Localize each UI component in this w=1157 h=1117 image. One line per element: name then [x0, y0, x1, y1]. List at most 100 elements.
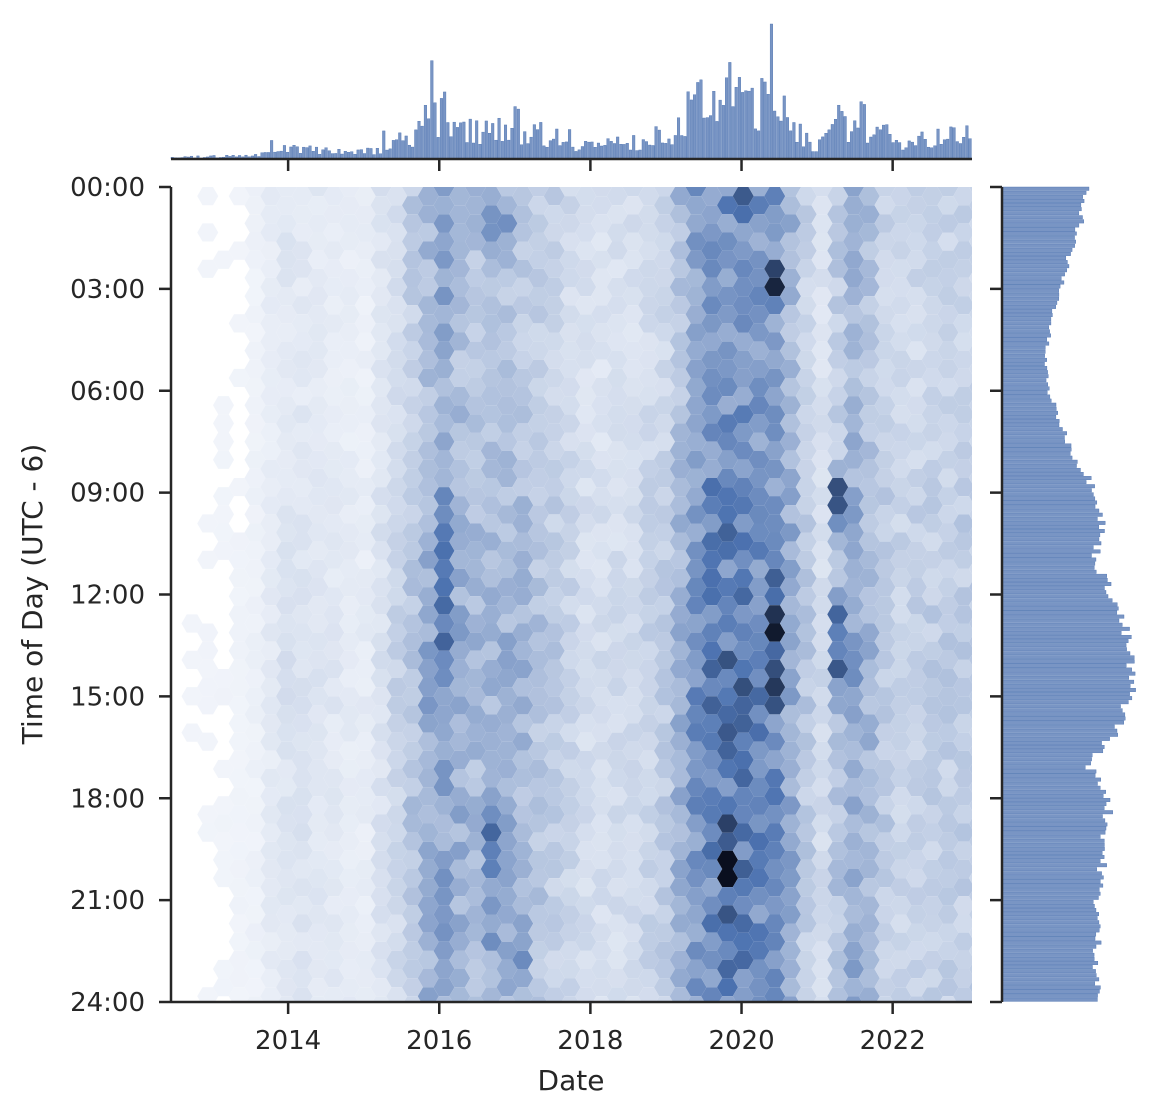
- hex-bin: [575, 568, 597, 588]
- hex-bin: [795, 896, 817, 915]
- hex-bin: [559, 614, 581, 633]
- hex-bin: [701, 496, 723, 515]
- top-hist-bar: [628, 149, 632, 160]
- hex-bin: [811, 705, 833, 724]
- hex-bin: [638, 550, 660, 569]
- right-hist-bar: [1001, 378, 1047, 383]
- hex-bin: [575, 223, 597, 242]
- hex-bin: [638, 187, 660, 206]
- hex-bin: [323, 714, 345, 733]
- hex-bin: [669, 859, 691, 879]
- hex-bin: [638, 477, 660, 497]
- hex-bin: [874, 759, 896, 779]
- hex-bin: [575, 696, 597, 715]
- hex-bin: [528, 305, 549, 324]
- hex-bin: [496, 668, 518, 688]
- hex-bin: [496, 305, 518, 324]
- hex-bin: [890, 405, 912, 424]
- hex-bin: [323, 932, 345, 951]
- hex-bin: [449, 205, 471, 224]
- hex-bin: [512, 969, 534, 988]
- hex-bin: [575, 241, 597, 260]
- hex-bin: [624, 996, 642, 1002]
- hex-bin: [307, 487, 329, 506]
- right-hist-bar: [1001, 606, 1119, 611]
- hex-bin: [906, 959, 927, 979]
- hex-bin: [669, 969, 691, 988]
- hex-bin: [764, 932, 786, 951]
- hex-bin: [370, 978, 392, 997]
- hex-bin: [638, 714, 660, 733]
- hex-bin: [874, 450, 896, 469]
- hex-bin: [543, 423, 565, 442]
- hex-bin: [906, 832, 927, 851]
- hex-bin: [417, 768, 439, 788]
- hex-bin: [245, 160, 266, 178]
- hex-bin: [890, 423, 912, 442]
- hex-bin: [748, 741, 770, 760]
- hex-bin: [575, 841, 597, 860]
- hex-bin: [370, 377, 392, 397]
- right-hist-bar: [1001, 977, 1100, 982]
- hex-bin: [339, 650, 360, 669]
- hex-bin: [764, 896, 786, 915]
- right-hist-bar: [1001, 948, 1093, 953]
- right-hist-bar: [1001, 190, 1087, 195]
- hex-bin: [591, 705, 612, 724]
- hex-bin: [906, 814, 927, 833]
- hex-bin: [701, 932, 723, 951]
- hex-bin: [307, 923, 329, 942]
- hex-bin: [795, 714, 817, 733]
- hex-bin: [937, 559, 959, 579]
- hex-bin: [953, 859, 972, 879]
- hex-bin: [622, 432, 644, 451]
- hex-bin: [339, 978, 360, 997]
- top-hist-bar: [785, 117, 789, 160]
- hex-bin: [921, 659, 943, 679]
- hex-bin: [890, 841, 912, 860]
- hex-bin: [370, 232, 392, 251]
- hex-bin: [969, 290, 972, 302]
- hex-bin: [543, 787, 565, 806]
- hex-bin: [307, 414, 329, 433]
- hex-bin: [717, 559, 738, 579]
- hex-bin: [292, 169, 313, 187]
- hex-bin: [591, 978, 612, 997]
- top-hist-bar: [766, 94, 770, 160]
- hex-bin: [858, 714, 880, 733]
- hex-bin: [732, 605, 754, 624]
- hex-bin: [433, 941, 455, 960]
- hex-bin: [307, 614, 329, 633]
- hex-bin: [543, 823, 565, 842]
- hex-bin: [528, 778, 549, 797]
- hex-bin: [921, 477, 943, 497]
- hex-bin: [874, 287, 896, 306]
- hex-bin: [874, 468, 896, 488]
- hex-bin: [843, 759, 864, 779]
- hex-bin: [465, 214, 486, 233]
- hex-bin: [559, 377, 581, 397]
- y-tick-label: 06:00: [70, 377, 145, 407]
- hex-bin: [811, 359, 833, 378]
- hex-bin: [528, 887, 549, 906]
- hex-bin: [449, 459, 471, 478]
- hex-bin: [732, 641, 754, 660]
- hex-bin: [811, 187, 833, 197]
- top-hist-bar: [904, 147, 908, 160]
- hex-bin: [370, 414, 392, 433]
- hex-bin: [339, 187, 360, 197]
- hex-bin: [496, 778, 518, 797]
- top-hist-bar: [747, 90, 751, 160]
- hex-bin: [213, 487, 234, 506]
- hex-bin: [228, 859, 250, 879]
- right-hist-bar: [1001, 264, 1070, 269]
- hex-bin: [717, 305, 738, 324]
- hex-bin: [606, 623, 628, 642]
- hex-bin: [701, 823, 723, 842]
- hex-bin: [291, 368, 313, 388]
- hex-bin: [354, 259, 376, 278]
- hex-bin: [575, 714, 597, 733]
- hex-bin: [685, 668, 707, 688]
- hex-bin: [906, 614, 927, 633]
- hex-bin: [197, 696, 219, 715]
